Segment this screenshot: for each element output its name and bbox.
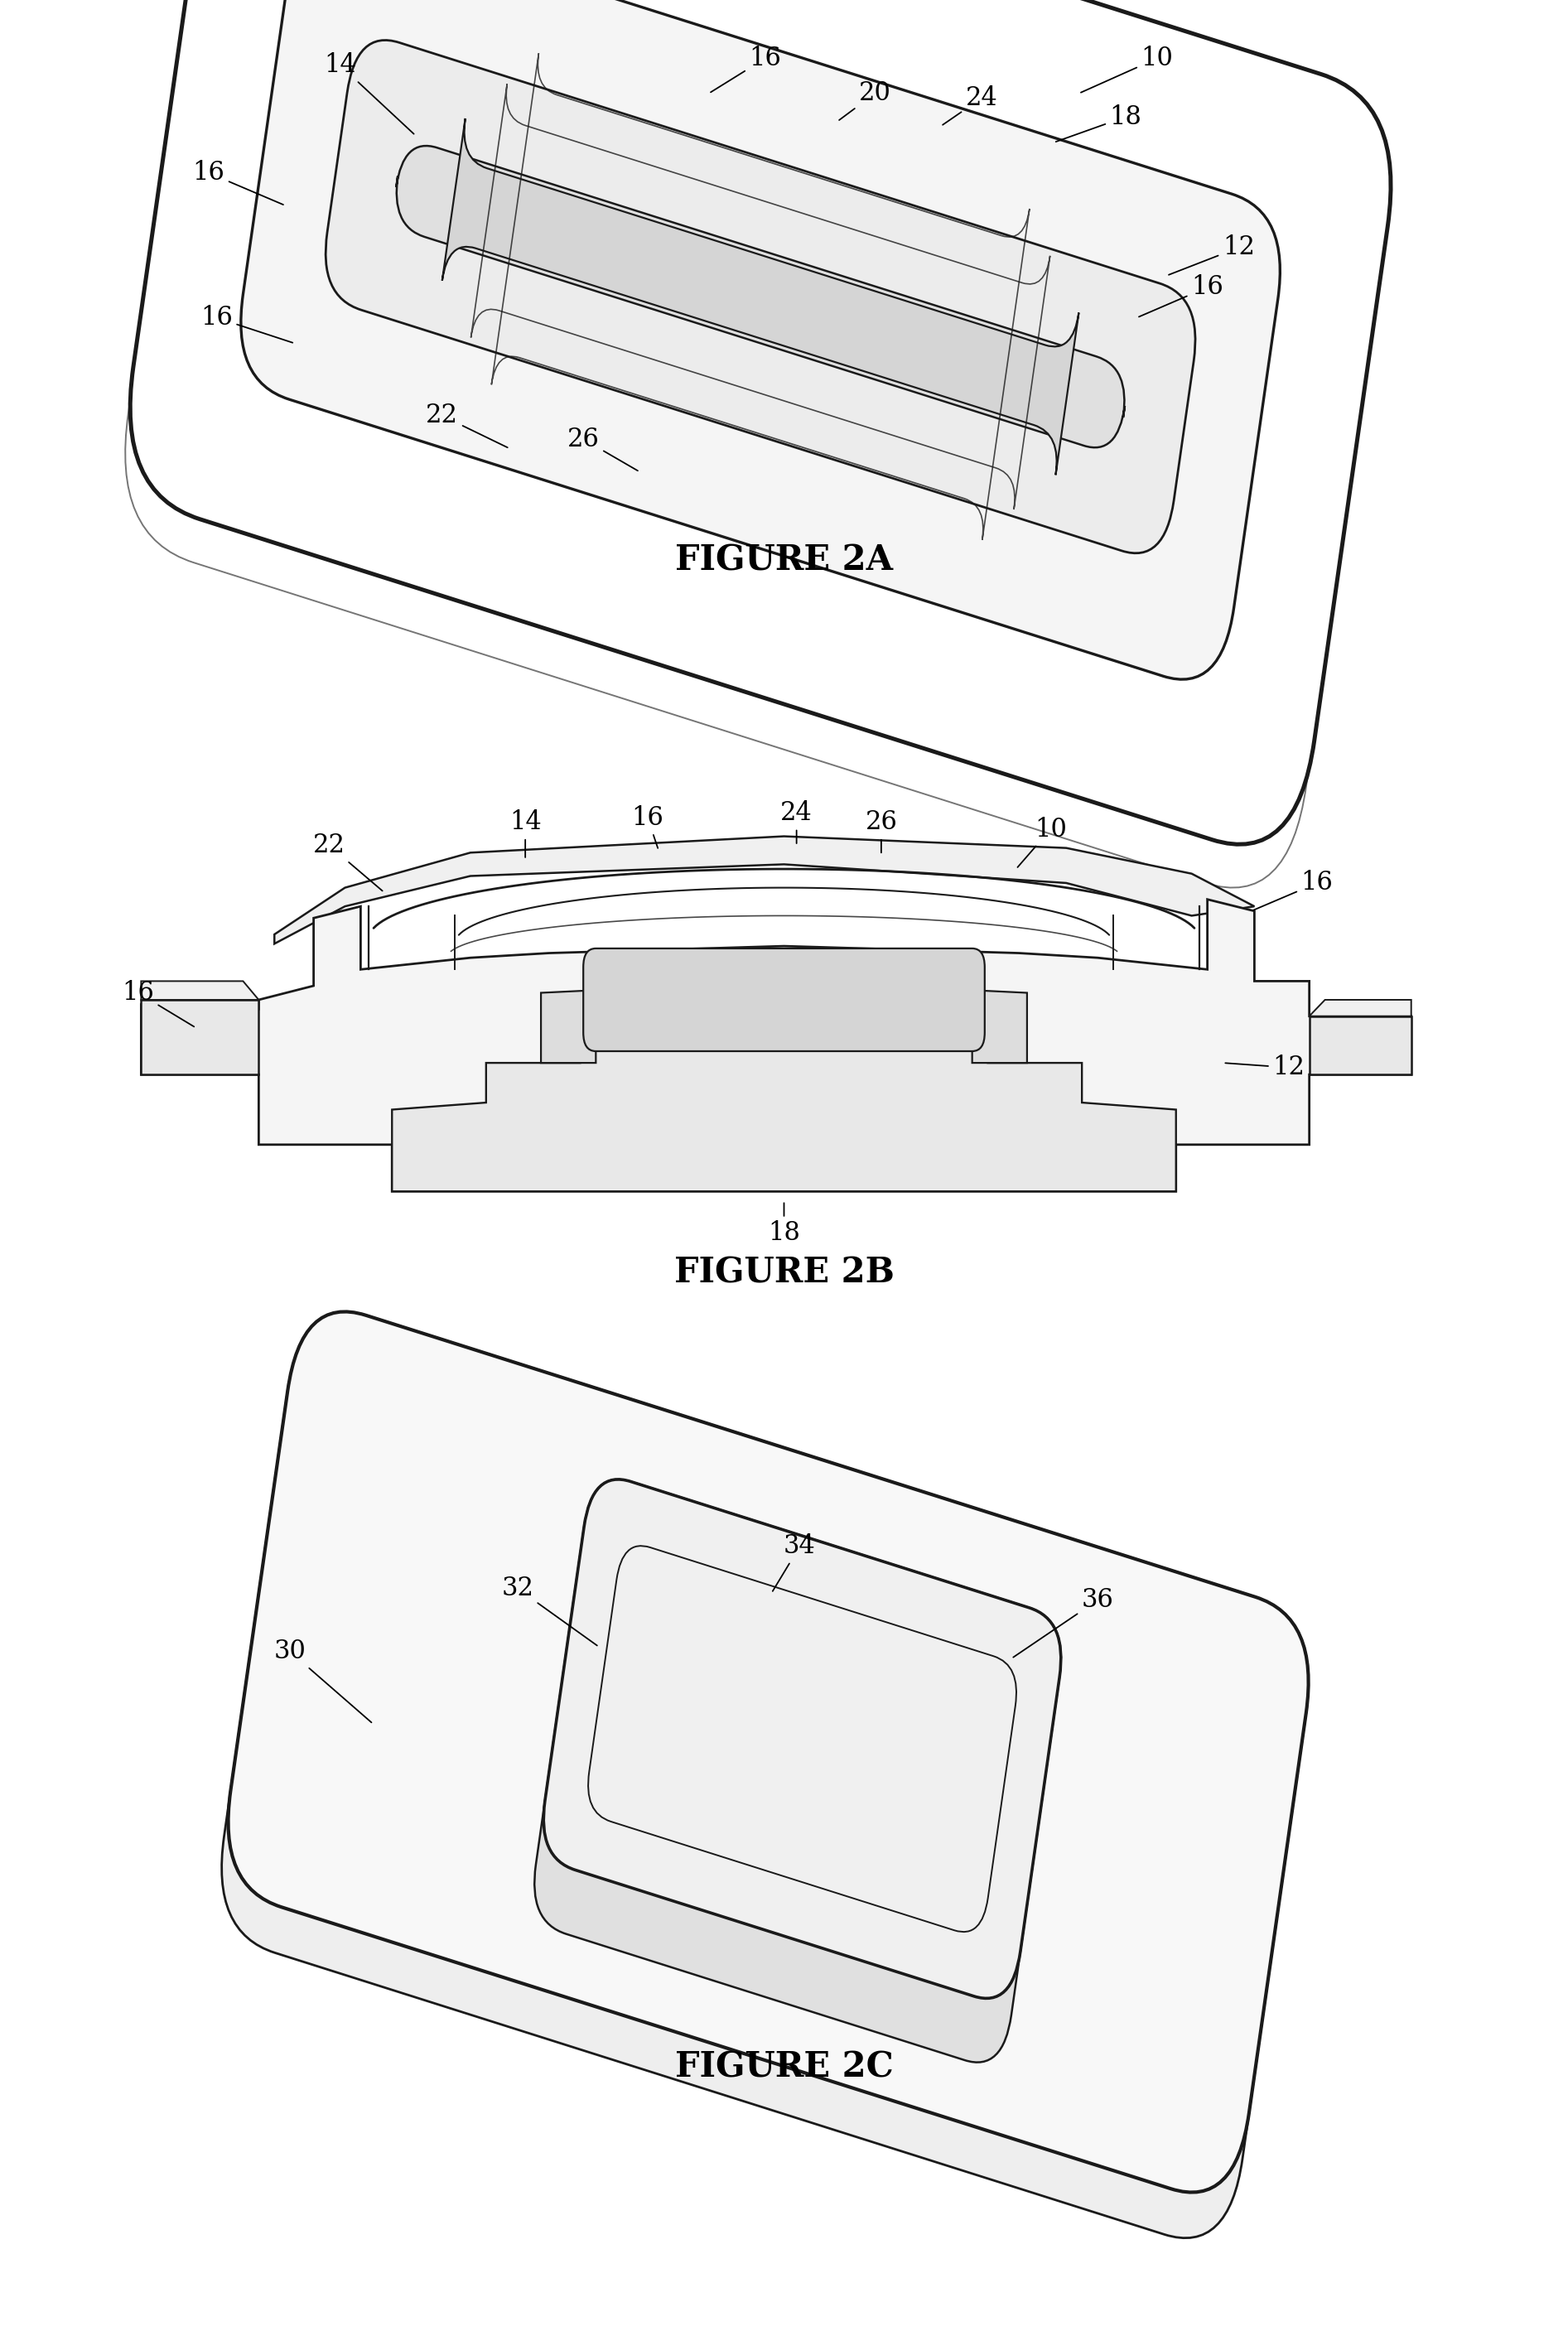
Text: 16: 16 — [193, 161, 284, 206]
Text: 16: 16 — [1138, 276, 1223, 318]
Polygon shape — [1309, 1000, 1411, 1016]
Text: 16: 16 — [201, 306, 293, 343]
Polygon shape — [541, 981, 1027, 1063]
Text: 36: 36 — [1013, 1588, 1113, 1656]
Polygon shape — [392, 1028, 1176, 1191]
Text: 14: 14 — [325, 54, 414, 133]
Text: 12: 12 — [1168, 236, 1254, 276]
FancyBboxPatch shape — [130, 0, 1391, 843]
Polygon shape — [141, 1000, 259, 1075]
FancyBboxPatch shape — [229, 1313, 1308, 2191]
Text: FIGURE 2C: FIGURE 2C — [674, 2051, 894, 2084]
Polygon shape — [141, 981, 259, 1000]
Polygon shape — [157, 806, 1380, 1250]
Text: 14: 14 — [510, 811, 541, 857]
FancyBboxPatch shape — [442, 119, 1079, 474]
Text: 10: 10 — [1080, 47, 1173, 93]
Text: 12: 12 — [1225, 1056, 1305, 1079]
FancyBboxPatch shape — [1098, 355, 1270, 491]
Text: 16: 16 — [122, 981, 194, 1026]
Text: 18: 18 — [1055, 105, 1142, 142]
Text: 18: 18 — [768, 1203, 800, 1245]
Text: 20: 20 — [839, 82, 891, 119]
Text: 30: 30 — [274, 1640, 372, 1722]
Text: 34: 34 — [773, 1535, 815, 1591]
FancyBboxPatch shape — [326, 40, 1195, 554]
Polygon shape — [1309, 1016, 1411, 1075]
Text: 16: 16 — [632, 806, 663, 848]
Text: 22: 22 — [426, 404, 508, 449]
FancyBboxPatch shape — [544, 1479, 1062, 1997]
FancyBboxPatch shape — [561, 392, 858, 537]
Text: 16: 16 — [1253, 871, 1333, 911]
Polygon shape — [274, 836, 1254, 944]
FancyBboxPatch shape — [583, 948, 985, 1051]
Text: FIGURE 2B: FIGURE 2B — [674, 1257, 894, 1289]
Text: 32: 32 — [502, 1577, 597, 1645]
FancyBboxPatch shape — [241, 0, 1279, 680]
Text: 24: 24 — [781, 801, 812, 843]
Text: FIGURE 2A: FIGURE 2A — [676, 544, 892, 577]
Text: 22: 22 — [314, 834, 383, 890]
FancyBboxPatch shape — [535, 1479, 1062, 2063]
Text: 10: 10 — [1018, 818, 1066, 867]
Text: 24: 24 — [942, 86, 997, 124]
Polygon shape — [141, 899, 1411, 1191]
Text: 16: 16 — [710, 47, 781, 91]
Text: 26: 26 — [866, 811, 897, 853]
FancyBboxPatch shape — [221, 1313, 1308, 2238]
FancyBboxPatch shape — [397, 145, 1124, 449]
Text: 26: 26 — [568, 427, 638, 472]
FancyBboxPatch shape — [271, 367, 458, 516]
